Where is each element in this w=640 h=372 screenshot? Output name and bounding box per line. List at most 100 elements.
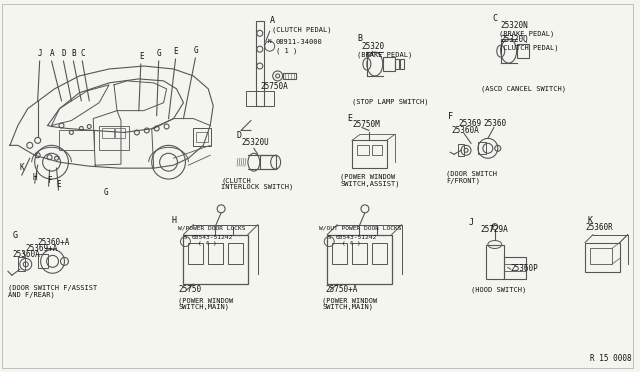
Text: 25729A: 25729A [481, 225, 509, 234]
Text: 25369+A: 25369+A [26, 244, 58, 253]
Bar [283, 73, 296, 79]
Bar [196, 132, 208, 142]
Bar [260, 155, 276, 169]
Text: 25360: 25360 [484, 119, 507, 128]
Bar [458, 144, 464, 156]
Text: 25750: 25750 [179, 285, 202, 294]
Text: (POWER WINDOW: (POWER WINDOW [340, 173, 396, 180]
Bar [115, 128, 125, 138]
Bar [188, 243, 204, 264]
Text: 08543-51242: 08543-51242 [335, 235, 376, 240]
Bar [246, 91, 274, 106]
Text: G: G [157, 49, 161, 58]
Text: D: D [236, 131, 241, 140]
Text: R 15 0008: R 15 0008 [590, 353, 632, 363]
Text: AND F/REAR): AND F/REAR) [8, 291, 54, 298]
Text: (BRAKE PEDAL): (BRAKE PEDAL) [499, 30, 554, 37]
Text: C: C [80, 49, 85, 58]
Text: S: S [184, 235, 187, 240]
Bar [399, 59, 404, 69]
Bar [18, 257, 25, 271]
Text: INTERLOCK SWITCH): INTERLOCK SWITCH) [221, 184, 293, 190]
Text: H: H [33, 173, 37, 182]
Bar [590, 248, 612, 264]
Bar [504, 257, 525, 279]
Text: G: G [104, 188, 109, 197]
Text: 25320Q: 25320Q [500, 35, 529, 44]
Text: G: G [13, 231, 18, 240]
Text: (BRAKE PEDAL): (BRAKE PEDAL) [357, 51, 412, 58]
Text: S: S [327, 235, 330, 240]
Text: B: B [357, 34, 362, 43]
Text: (CLUTCH PEDAL): (CLUTCH PEDAL) [272, 26, 331, 33]
Text: 25360+A: 25360+A [38, 237, 70, 247]
Text: (ASCD CANCEL SWITCH): (ASCD CANCEL SWITCH) [481, 86, 566, 92]
Bar [184, 235, 248, 284]
Text: B: B [72, 49, 76, 58]
Text: F/FRONT): F/FRONT) [446, 177, 480, 183]
Text: D: D [61, 49, 66, 58]
Text: (POWER WINDOW: (POWER WINDOW [323, 297, 378, 304]
Text: 25369: 25369 [458, 119, 481, 128]
Text: SWITCH,MAIN): SWITCH,MAIN) [323, 304, 373, 311]
Text: E: E [173, 47, 178, 56]
Text: E: E [347, 113, 352, 122]
Text: ( 4 ): ( 4 ) [342, 241, 361, 247]
Text: (HOOD SWITCH): (HOOD SWITCH) [471, 286, 526, 293]
Text: 25360A: 25360A [13, 250, 41, 259]
Text: F: F [47, 176, 52, 185]
Bar [352, 243, 367, 264]
Text: A: A [269, 16, 275, 25]
Bar [516, 44, 529, 58]
Text: (POWER WINDOW: (POWER WINDOW [179, 297, 234, 304]
Bar [99, 125, 129, 150]
Bar [372, 243, 387, 264]
Bar [486, 244, 504, 279]
Bar [193, 128, 211, 146]
Text: 25360P: 25360P [511, 264, 538, 273]
Bar [256, 22, 264, 106]
Text: E: E [139, 52, 143, 61]
Bar [332, 243, 347, 264]
Text: (CLUTCH: (CLUTCH [221, 177, 251, 183]
Bar [327, 235, 392, 284]
Bar [228, 243, 243, 264]
Bar [357, 145, 369, 155]
Text: A: A [49, 49, 54, 58]
Text: 25360R: 25360R [585, 222, 612, 232]
Text: 25750A: 25750A [260, 82, 289, 91]
Text: 25320U: 25320U [241, 138, 269, 147]
Text: 25750M: 25750M [352, 121, 380, 129]
Text: (CLUTCH PEDAL): (CLUTCH PEDAL) [499, 44, 558, 51]
Text: K: K [20, 163, 24, 172]
Text: ( 1 ): ( 1 ) [276, 47, 297, 54]
Bar [478, 142, 486, 154]
Text: J: J [38, 49, 42, 58]
Text: W/POWER DOOR LOCKS: W/POWER DOOR LOCKS [179, 226, 246, 231]
Text: W/OUT POWER DOOR LOCKS: W/OUT POWER DOOR LOCKS [319, 226, 402, 231]
Text: 25320: 25320 [362, 42, 385, 51]
Bar [352, 140, 387, 168]
Text: 08543-51242: 08543-51242 [191, 235, 232, 240]
Bar [60, 131, 94, 150]
Text: 25320N: 25320N [500, 21, 529, 31]
Text: G: G [193, 46, 198, 55]
Bar [102, 128, 114, 138]
Text: SWITCH,ASSIST): SWITCH,ASSIST) [340, 180, 399, 186]
Text: 08911-34000: 08911-34000 [276, 39, 323, 45]
Text: (DOOR SWITCH F/ASSIST: (DOOR SWITCH F/ASSIST [8, 284, 97, 291]
Text: K: K [587, 216, 592, 225]
Bar [38, 254, 47, 268]
Text: 25750+A: 25750+A [325, 285, 358, 294]
Text: N: N [268, 39, 271, 44]
Bar [383, 57, 395, 71]
Text: (DOOR SWITCH: (DOOR SWITCH [446, 170, 497, 177]
Text: H: H [172, 216, 177, 225]
Text: SWITCH,MAIN): SWITCH,MAIN) [179, 304, 230, 311]
Bar [372, 145, 382, 155]
Text: E: E [56, 180, 61, 189]
Text: (STOP LAMP SWITCH): (STOP LAMP SWITCH) [352, 99, 429, 105]
Bar [208, 243, 223, 264]
Text: 25360A: 25360A [451, 126, 479, 135]
Text: C: C [493, 15, 498, 23]
